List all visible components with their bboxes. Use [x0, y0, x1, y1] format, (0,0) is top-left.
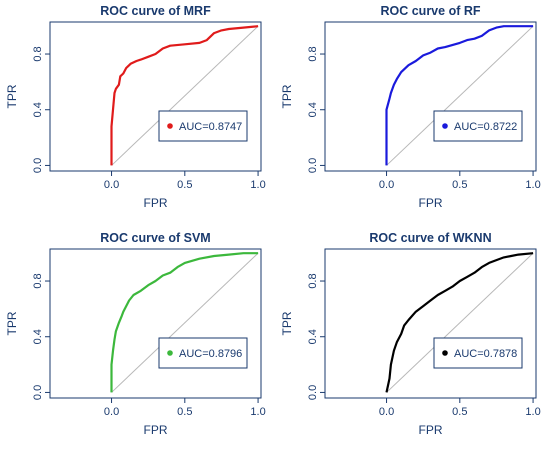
y-axis: 0.0 0.4 0.8 [32, 46, 50, 173]
x-axis: 0.0 0.5 1.0 [104, 170, 266, 191]
x-tick-label: 1.0 [250, 179, 265, 191]
roc-curve [110, 252, 259, 393]
roc-curve [385, 252, 534, 393]
y-tick-label: 0.0 [307, 385, 319, 400]
legend-label: AUC=0.7878 [454, 348, 517, 360]
legend-marker [442, 123, 448, 129]
y-tick-label: 0.0 [32, 385, 44, 400]
y-axis-label: TPR [5, 311, 19, 335]
roc-panel-mrf: ROC curve of MRF 0.0 0.5 1.0 0.0 0.4 0.8 FPR… [5, 4, 266, 210]
y-tick-label: 0.8 [307, 273, 319, 288]
chart-title: ROC curve of RF [380, 4, 480, 18]
legend: AUC=0.8722 [433, 110, 523, 142]
y-tick-label: 0.0 [307, 158, 319, 173]
x-tick-label: 1.0 [525, 179, 540, 191]
legend-label: AUC=0.8796 [179, 348, 242, 360]
diagonal-reference-line [111, 252, 259, 393]
y-axis-label: TPR [280, 84, 294, 108]
x-tick-label: 0.0 [379, 179, 394, 191]
x-axis-label: FPR [419, 423, 443, 437]
legend: AUC=0.8796 [158, 337, 248, 369]
y-tick-label: 0.0 [32, 158, 44, 173]
legend: AUC=0.7878 [433, 337, 523, 369]
chart-title: ROC curve of WKNN [369, 231, 491, 245]
x-axis-label: FPR [144, 196, 168, 210]
legend-box [433, 110, 523, 142]
x-axis: 0.0 0.5 1.0 [104, 397, 266, 418]
diagonal-reference-line [111, 25, 259, 166]
y-tick-label: 0.4 [32, 329, 44, 344]
y-tick-label: 0.4 [307, 329, 319, 344]
legend-label: AUC=0.8747 [179, 121, 242, 133]
legend-box [158, 337, 248, 369]
y-axis: 0.0 0.4 0.8 [307, 273, 325, 400]
y-axis-label: TPR [5, 84, 19, 108]
x-tick-label: 1.0 [250, 406, 265, 418]
y-tick-label: 0.8 [307, 46, 319, 61]
legend-box [158, 110, 248, 142]
roc-curve [385, 25, 534, 166]
roc-panel-wknn: ROC curve of WKNN 0.0 0.5 1.0 0.0 0.4 0.8 FP… [280, 231, 541, 437]
x-tick-label: 0.5 [452, 406, 467, 418]
y-axis: 0.0 0.4 0.8 [32, 273, 50, 400]
y-axis-label: TPR [280, 311, 294, 335]
x-tick-label: 0.0 [379, 406, 394, 418]
chart-title: ROC curve of MRF [100, 4, 211, 18]
legend-box [433, 337, 523, 369]
y-tick-label: 0.8 [32, 46, 44, 61]
roc-panel-svm: ROC curve of SVM 0.0 0.5 1.0 0.0 0.4 0.8 FPR… [5, 231, 266, 437]
y-tick-label: 0.8 [32, 273, 44, 288]
y-tick-label: 0.4 [307, 102, 319, 117]
y-tick-label: 0.4 [32, 102, 44, 117]
x-tick-label: 0.0 [104, 179, 119, 191]
x-tick-label: 1.0 [525, 406, 540, 418]
x-tick-label: 0.0 [104, 406, 119, 418]
legend-marker [167, 350, 173, 356]
x-axis: 0.0 0.5 1.0 [379, 170, 541, 191]
x-axis: 0.0 0.5 1.0 [379, 397, 541, 418]
x-axis-label: FPR [419, 196, 443, 210]
x-tick-label: 0.5 [177, 406, 192, 418]
diagonal-reference-line [386, 25, 534, 166]
y-axis: 0.0 0.4 0.8 [307, 46, 325, 173]
roc-panel-rf: ROC curve of RF 0.0 0.5 1.0 0.00.40.8 FPR … [280, 4, 541, 210]
chart-title: ROC curve of SVM [100, 231, 210, 245]
x-axis-label: FPR [144, 423, 168, 437]
legend: AUC=0.8747 [158, 110, 248, 142]
x-tick-label: 0.5 [452, 179, 467, 191]
legend-label: AUC=0.8722 [454, 121, 517, 133]
roc-curve [110, 25, 259, 166]
diagonal-reference-line [386, 252, 534, 393]
legend-marker [167, 123, 173, 129]
x-tick-label: 0.5 [177, 179, 192, 191]
legend-marker [442, 350, 448, 356]
